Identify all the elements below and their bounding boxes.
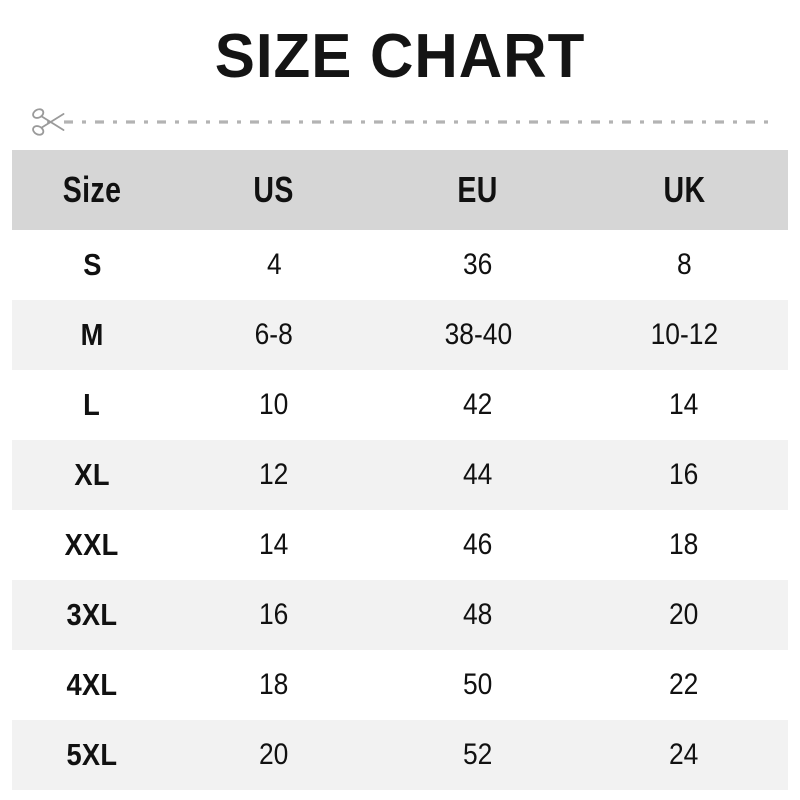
table-row: XL 12 44 16 [12, 440, 788, 510]
header-label-uk: UK [663, 169, 705, 210]
cell-us: 18 [172, 650, 376, 720]
table-row: 4XL 18 50 22 [12, 650, 788, 720]
table-header: Size US EU UK [12, 150, 788, 230]
cell-uk: 10-12 [580, 300, 788, 370]
uk-value: 18 [669, 528, 699, 561]
us-value: 14 [259, 528, 289, 561]
size-value: XL [74, 457, 110, 492]
dashed-cut-line [64, 120, 772, 124]
eu-value: 36 [463, 248, 493, 281]
size-chart-table: Size US EU UK S 4 [12, 150, 788, 790]
cell-us: 6-8 [172, 300, 376, 370]
us-value: 16 [259, 598, 289, 631]
uk-value: 14 [669, 388, 699, 421]
cell-uk: 16 [580, 440, 788, 510]
table-row: XXL 14 46 18 [12, 510, 788, 580]
cell-uk: 20 [580, 580, 788, 650]
us-value: 10 [259, 388, 289, 421]
size-value: 5XL [66, 737, 118, 772]
eu-value: 52 [463, 738, 493, 771]
us-value: 18 [259, 668, 289, 701]
cell-us: 16 [172, 580, 376, 650]
table-body: S 4 36 8 M 6-8 38 [12, 230, 788, 790]
cell-size: XXL [12, 510, 172, 580]
cell-eu: 50 [376, 650, 580, 720]
size-value: S [82, 247, 102, 282]
eu-value: 46 [463, 528, 493, 561]
cell-us: 10 [172, 370, 376, 440]
cell-eu: 36 [376, 230, 580, 300]
size-value: 3XL [66, 597, 118, 632]
header-label-us: US [253, 169, 295, 210]
cell-us: 4 [172, 230, 376, 300]
uk-value: 22 [669, 668, 699, 701]
scissors-icon [30, 105, 68, 139]
size-value: 4XL [66, 667, 118, 702]
us-value: 6-8 [254, 318, 294, 351]
cell-uk: 24 [580, 720, 788, 790]
us-value: 20 [259, 738, 289, 771]
cell-eu: 52 [376, 720, 580, 790]
cell-uk: 22 [580, 650, 788, 720]
page-title: SIZE CHART [214, 22, 586, 91]
us-value: 12 [259, 458, 289, 491]
eu-value: 38-40 [444, 318, 512, 351]
cell-us: 14 [172, 510, 376, 580]
table-row: 3XL 16 48 20 [12, 580, 788, 650]
cell-size: L [12, 370, 172, 440]
cell-eu: 38-40 [376, 300, 580, 370]
cell-size: 4XL [12, 650, 172, 720]
cell-eu: 48 [376, 580, 580, 650]
table-row: 5XL 20 52 24 [12, 720, 788, 790]
uk-value: 24 [669, 738, 699, 771]
column-header-size: Size [20, 150, 164, 230]
table-row: M 6-8 38-40 10-12 [12, 300, 788, 370]
uk-value: 20 [669, 598, 699, 631]
cell-uk: 8 [580, 230, 788, 300]
cell-uk: 18 [580, 510, 788, 580]
cell-size: 3XL [12, 580, 172, 650]
cut-line [0, 103, 800, 141]
cell-us: 12 [172, 440, 376, 510]
eu-value: 50 [463, 668, 493, 701]
cell-us: 20 [172, 720, 376, 790]
uk-value: 16 [669, 458, 699, 491]
column-header-eu: EU [386, 150, 570, 230]
cell-size: 5XL [12, 720, 172, 790]
cell-eu: 42 [376, 370, 580, 440]
size-value: L [83, 387, 101, 422]
cell-size: S [12, 230, 172, 300]
eu-value: 44 [463, 458, 493, 491]
size-value: XXL [65, 527, 119, 562]
eu-value: 48 [463, 598, 493, 631]
table-row: S 4 36 8 [12, 230, 788, 300]
uk-value: 10-12 [650, 318, 718, 351]
header-row: Size US EU UK [12, 150, 788, 230]
header-label-eu: EU [457, 169, 499, 210]
eu-value: 42 [463, 388, 493, 421]
table-row: L 10 42 14 [12, 370, 788, 440]
uk-value: 8 [676, 248, 692, 281]
column-header-uk: UK [590, 150, 777, 230]
size-value: M [80, 317, 104, 352]
column-header-us: US [182, 150, 366, 230]
cell-uk: 14 [580, 370, 788, 440]
cell-size: XL [12, 440, 172, 510]
cell-size: M [12, 300, 172, 370]
us-value: 4 [266, 248, 282, 281]
cell-eu: 44 [376, 440, 580, 510]
header-label-size: Size [62, 169, 122, 210]
cell-eu: 46 [376, 510, 580, 580]
